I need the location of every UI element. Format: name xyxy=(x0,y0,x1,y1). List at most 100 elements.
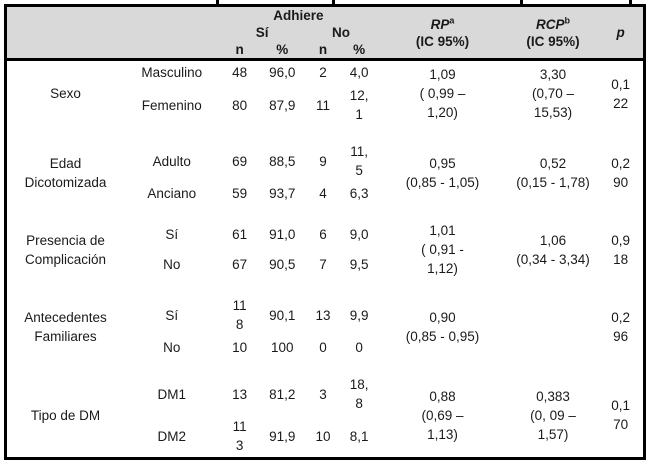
table-row: Anciano 59 93,7 4 6,3 xyxy=(6,182,645,205)
statistics-table: Adhiere RPa (IC 95%) RCPb (IC 95%) p Sí … xyxy=(4,4,646,460)
cell-category: Sí xyxy=(165,307,179,323)
header-no: No xyxy=(332,25,351,40)
border-tick xyxy=(629,0,632,7)
cell-pct-si: 87,9 xyxy=(269,97,296,113)
cell-pct-si: 90,5 xyxy=(269,257,296,273)
cell-pct-si: 96,0 xyxy=(269,65,296,80)
header-n-si: n xyxy=(235,42,244,57)
rp-ci-label: (IC 95%) xyxy=(415,33,470,49)
cell-n-si: 67 xyxy=(232,257,248,273)
cell-n-si: 80 xyxy=(232,97,248,113)
cell-rcp: 0,383 (0, 09 – 1,57) xyxy=(530,388,576,442)
cell-rp: 1,09 ( 0,99 – 1,20) xyxy=(419,67,466,120)
table-row: No 10 100 0 0 xyxy=(6,336,645,359)
cell-rcp: 1,06 (0,34 - 3,34) xyxy=(516,232,590,267)
cell-category: DM1 xyxy=(157,386,187,402)
table-row: Antecedentes Familiares Sí 11 8 90,1 13 … xyxy=(6,294,645,344)
header-n-no: n xyxy=(318,42,328,57)
cell-variable: Antecedentes Familiares xyxy=(24,309,107,344)
cell-n-no: 4 xyxy=(319,186,327,201)
cell-n-no: 11 xyxy=(315,97,330,113)
section-gap xyxy=(6,205,645,219)
cell-rp: 0,90 (0,85 - 0,95) xyxy=(405,309,480,344)
cell-p: 0,1 70 xyxy=(611,398,630,432)
border-tick xyxy=(216,0,219,7)
cell-n-no: 7 xyxy=(319,257,327,273)
rcp-label: RCP xyxy=(536,16,565,32)
cell-rcp: 0,52 (0,15 - 1,78) xyxy=(516,155,590,190)
cell-pct-si: 90,1 xyxy=(269,307,296,323)
cell-category: Femenino xyxy=(141,97,202,113)
table-row: No 67 90,5 7 9,5 xyxy=(6,250,645,281)
header-blank xyxy=(6,6,220,60)
header-pct-no: % xyxy=(353,42,366,57)
header-adhiere: Adhiere xyxy=(273,8,324,23)
section-gap xyxy=(6,126,645,140)
cell-variable: Edad Dicotomizada xyxy=(24,155,107,190)
header-rp: RPa (IC 95%) xyxy=(377,6,508,60)
header-p: p xyxy=(616,25,625,40)
cell-pct-no: 4,0 xyxy=(349,65,369,80)
cell-n-si: 69 xyxy=(232,153,248,169)
border-tick xyxy=(332,0,335,7)
table-row: Presencia de Complicación Sí 61 91,0 6 9… xyxy=(6,219,645,276)
cell-pct-no: 18, 8 xyxy=(349,377,369,411)
table-row: DM2 11 3 91,9 10 8,1 xyxy=(6,415,645,459)
cell-n-no: 6 xyxy=(319,226,327,242)
cell-pct-no: 11, 5 xyxy=(350,144,368,178)
cell-category: DM2 xyxy=(157,428,187,444)
rp-label: RP xyxy=(430,16,450,32)
cell-pct-no: 6,3 xyxy=(349,186,369,201)
cell-n-no: 2 xyxy=(319,65,327,80)
table-header: Adhiere RPa (IC 95%) RCPb (IC 95%) p Sí … xyxy=(5,5,645,60)
cell-pct-si: 93,7 xyxy=(269,186,296,201)
cell-category: Sí xyxy=(165,226,179,242)
cell-pct-si: 81,2 xyxy=(269,386,296,402)
cell-rcp: 3,30 (0,70 – 15,53) xyxy=(532,67,575,120)
cell-category: Anciano xyxy=(147,186,197,201)
cell-n-no: 0 xyxy=(319,340,327,355)
table-row: Tipo de DM DM1 13 81,2 3 18, 8 0,88 (0,6… xyxy=(6,373,645,442)
cell-pct-no: 9,9 xyxy=(349,307,369,323)
header-si: Sí xyxy=(255,25,269,40)
cell-p: 0,2 90 xyxy=(611,155,630,190)
cell-pct-si: 88,5 xyxy=(269,153,296,169)
cell-n-si: 61 xyxy=(232,226,248,242)
cell-pct-si: 91,0 xyxy=(269,226,296,242)
cell-variable: Presencia de Complicación xyxy=(25,232,107,267)
cell-n-si: 59 xyxy=(232,186,248,201)
table-row: Sexo Masculino 48 96,0 2 4,0 1,09 ( 0,99… xyxy=(6,60,645,120)
cell-pct-no: 8,1 xyxy=(349,428,369,444)
cell-n-no: 13 xyxy=(315,307,331,323)
cell-n-no: 3 xyxy=(319,386,327,402)
cell-variable: Tipo de DM xyxy=(30,407,101,423)
cell-n-no: 10 xyxy=(315,428,331,444)
cell-n-si: 48 xyxy=(232,65,248,80)
table-row: Edad Dicotomizada Adulto 69 88,5 9 11, 5… xyxy=(6,140,645,190)
cell-rp: 1,01 ( 0,91 - 1,12) xyxy=(421,223,464,276)
cell-rcp xyxy=(508,294,598,359)
cell-pct-no: 9,0 xyxy=(349,226,369,242)
cell-rp: 0,95 (0,85 - 1,05) xyxy=(405,155,480,190)
cell-n-si: 13 xyxy=(232,386,248,402)
cell-pct-no: 0 xyxy=(355,340,363,355)
cell-n-si: 10 xyxy=(232,340,248,355)
header-rcp: RCPb (IC 95%) xyxy=(508,6,598,60)
header-pct-si: % xyxy=(276,42,289,57)
cell-p: 0,9 18 xyxy=(611,232,630,267)
cell-pct-no: 9,5 xyxy=(349,257,369,273)
cell-category: No xyxy=(163,257,181,273)
cell-n-si: 11 8 xyxy=(232,298,247,332)
cell-rp: 0,88 (0,69 – 1,13) xyxy=(421,388,464,442)
section-gap xyxy=(6,359,645,373)
cell-pct-no: 12, 1 xyxy=(349,88,369,122)
cell-p: 0,1 22 xyxy=(611,76,630,111)
border-tick xyxy=(520,0,523,7)
cell-category: Masculino xyxy=(141,65,203,80)
cell-p: 0,2 96 xyxy=(611,309,630,344)
cell-category: Adulto xyxy=(152,153,191,169)
rcp-ci-label: (IC 95%) xyxy=(526,33,580,49)
rcp-superscript: b xyxy=(564,15,571,25)
cell-n-no: 9 xyxy=(319,153,327,169)
